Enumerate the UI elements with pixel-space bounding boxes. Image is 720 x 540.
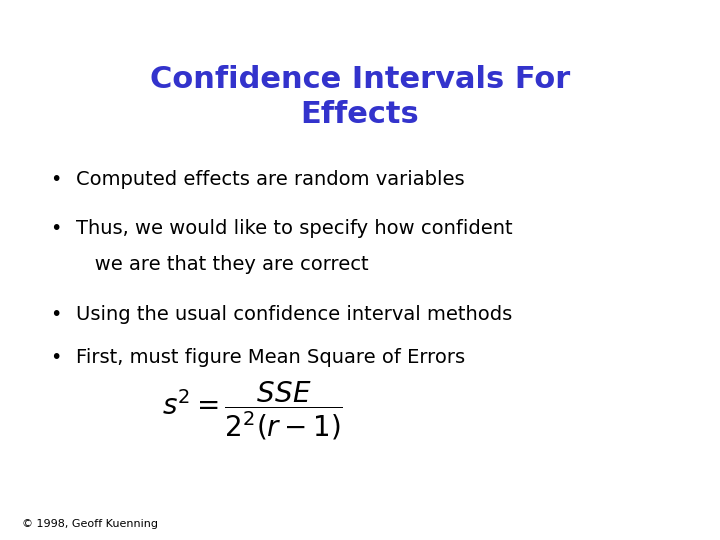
- Text: Confidence Intervals For
Effects: Confidence Intervals For Effects: [150, 65, 570, 129]
- Text: •: •: [50, 348, 62, 367]
- Text: we are that they are correct: we are that they are correct: [76, 255, 368, 274]
- Text: © 1998, Geoff Kuenning: © 1998, Geoff Kuenning: [22, 519, 158, 529]
- Text: •: •: [50, 170, 62, 189]
- Text: Using the usual confidence interval methods: Using the usual confidence interval meth…: [76, 305, 512, 324]
- Text: Thus, we would like to specify how confident: Thus, we would like to specify how confi…: [76, 219, 512, 238]
- Text: First, must figure Mean Square of Errors: First, must figure Mean Square of Errors: [76, 348, 464, 367]
- Text: $s^2 = \dfrac{SSE}{2^2(r-1)}$: $s^2 = \dfrac{SSE}{2^2(r-1)}$: [161, 379, 343, 442]
- Text: Computed effects are random variables: Computed effects are random variables: [76, 170, 464, 189]
- Text: •: •: [50, 305, 62, 324]
- Text: •: •: [50, 219, 62, 238]
